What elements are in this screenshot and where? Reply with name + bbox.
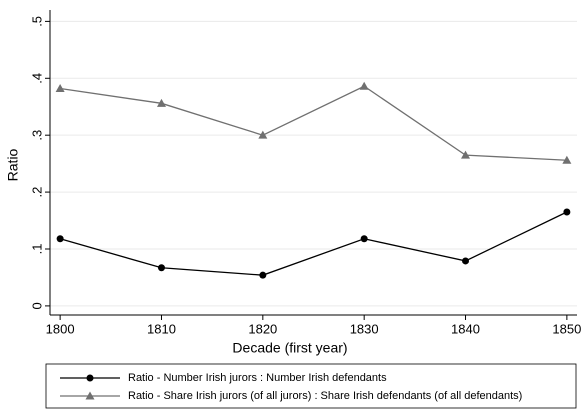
y-axis-label: Ratio (5, 148, 21, 181)
x-tick-label: 1850 (552, 321, 581, 336)
legend-box (45, 363, 577, 409)
series-line (59, 211, 568, 276)
legend-label: Ratio - Number Irish jurors : Number Iri… (128, 372, 387, 384)
x-axis-label: Decade (first year) (232, 340, 347, 356)
x-tick-label: 1820 (248, 321, 277, 336)
x-tick-label: 1840 (451, 321, 480, 336)
data-point (157, 264, 165, 272)
legend-marker (86, 374, 94, 382)
data-point (360, 235, 368, 243)
y-tick-label: 0 (29, 302, 44, 309)
y-tick-label: .2 (29, 187, 44, 198)
data-point (258, 130, 268, 139)
data-point (462, 257, 470, 265)
x-tick-label: 1830 (350, 321, 379, 336)
data-point (359, 81, 369, 90)
legend-marker (85, 391, 95, 400)
x-tick-label: 1800 (46, 321, 75, 336)
y-tick-label: .3 (29, 130, 44, 141)
data-point (461, 150, 471, 159)
data-point (563, 208, 571, 216)
legend-label: Ratio - Share Irish jurors (of all juror… (128, 390, 522, 402)
y-tick-label: .1 (29, 244, 44, 255)
y-tick-label: .4 (29, 73, 44, 84)
series-line (60, 85, 567, 161)
data-point (156, 98, 166, 107)
x-tick-label: 1810 (147, 321, 176, 336)
data-point (56, 235, 64, 243)
data-point (562, 155, 572, 164)
data-point (259, 271, 267, 279)
y-tick-label: .5 (29, 16, 44, 27)
data-point (55, 84, 65, 93)
